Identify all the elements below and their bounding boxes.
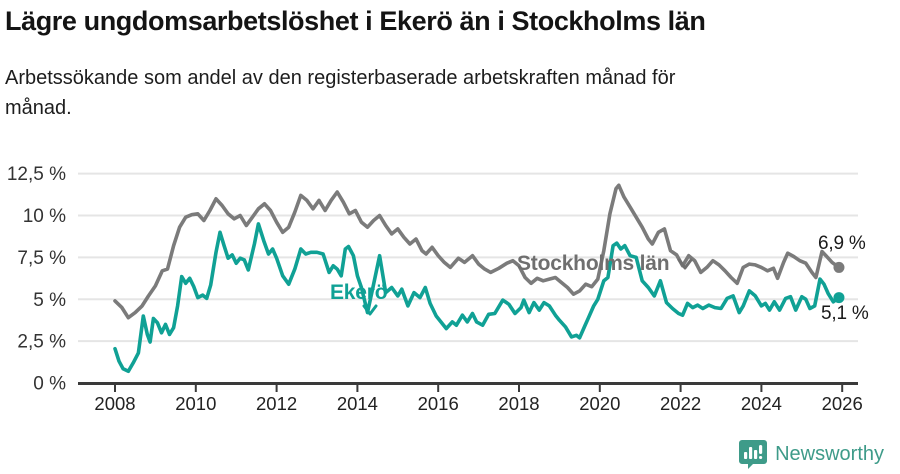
series-label-stockholm: Stockholms län xyxy=(517,252,670,275)
newsworthy-logo: Newsworthy xyxy=(738,439,884,469)
series-eker- xyxy=(113,222,845,374)
series-stockholms-l-n xyxy=(113,183,845,320)
x-axis: 2008 2010 2012 2014 2016 2018 2020 2022 2024 2026 xyxy=(78,382,863,414)
x-tick-label: 2022 xyxy=(660,393,701,414)
end-value-stockholm: 6,9 % xyxy=(818,233,866,254)
x-tick-label: 2020 xyxy=(579,393,620,414)
x-tick-label: 2010 xyxy=(175,393,216,414)
series-end-dot xyxy=(833,292,845,304)
newsworthy-bubble-chart-icon xyxy=(739,440,768,469)
y-tick-label: 12,5 % xyxy=(7,164,66,185)
y-tick-label: 2,5 % xyxy=(17,332,66,353)
x-tick-label: 2008 xyxy=(94,393,135,414)
series-line xyxy=(113,183,841,320)
x-tick-label: 2024 xyxy=(741,393,782,414)
series-label-ekero: Ekerö xyxy=(330,281,388,304)
chart-subtitle: Arbetssökande som andel av den registerb… xyxy=(5,67,676,119)
series-line xyxy=(113,222,841,374)
x-tick-label: 2026 xyxy=(822,393,863,414)
x-tick-label: 2018 xyxy=(498,393,539,414)
down-arrow-icon xyxy=(362,304,378,316)
down-arrow-icon xyxy=(677,258,693,270)
x-tick-label: 2014 xyxy=(337,393,378,414)
end-value-ekero: 5,1 % xyxy=(821,303,869,324)
y-axis-labels: 0 % 2,5 % 5 % 7,5 % 10 % 12,5 % xyxy=(7,164,66,394)
newsworthy-wordmark: Newsworthy xyxy=(775,442,884,465)
y-tick-label: 5 % xyxy=(33,290,66,311)
x-tick-label: 2012 xyxy=(256,393,297,414)
page-title: Lägre ungdomsarbetslöshet i Ekerö än i S… xyxy=(5,6,706,36)
y-tick-label: 10 % xyxy=(23,206,66,227)
series-end-dot xyxy=(833,261,845,273)
y-tick-label: 0 % xyxy=(33,374,66,395)
y-tick-label: 7,5 % xyxy=(17,248,66,269)
x-tick-label: 2016 xyxy=(418,393,459,414)
